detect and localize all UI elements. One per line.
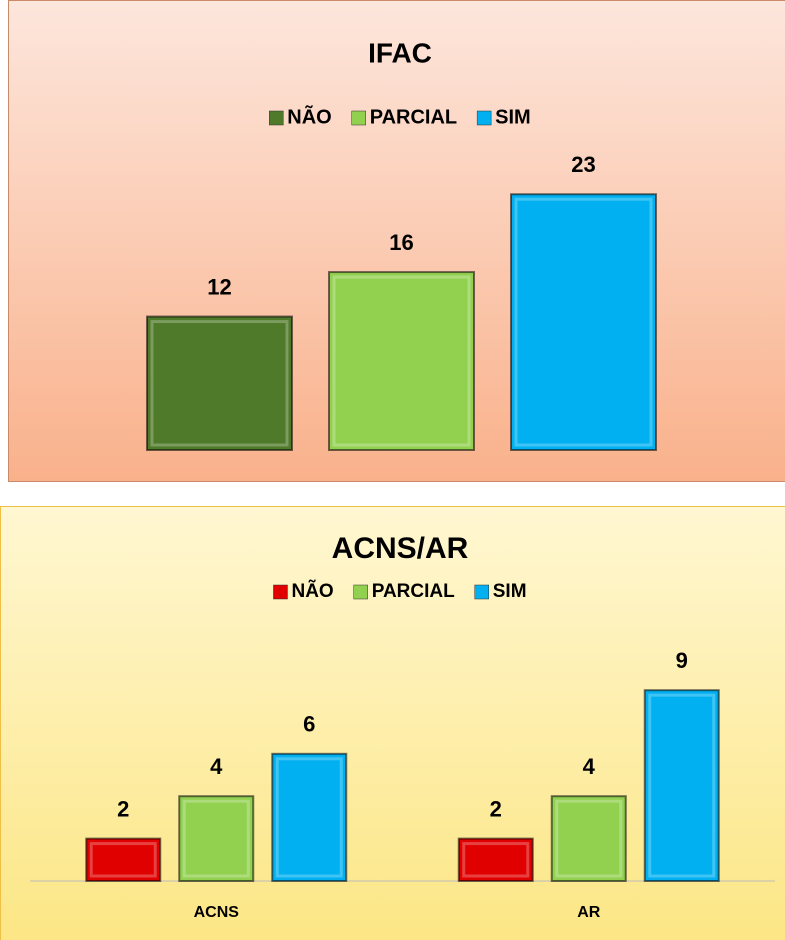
- bar: [85, 837, 162, 882]
- legend-label: PARCIAL: [370, 106, 457, 128]
- legend-swatch: [269, 110, 284, 126]
- bar: [643, 689, 720, 883]
- chart-title: IFAC: [368, 37, 432, 68]
- legend-swatch: [474, 584, 489, 600]
- bar-bevel: [89, 842, 157, 878]
- bar-bevel: [555, 799, 623, 878]
- data-label: 4: [210, 754, 223, 779]
- bar: [550, 795, 627, 883]
- data-label: 23: [571, 152, 595, 177]
- bar-bevel: [462, 842, 530, 878]
- legend-label: PARCIAL: [372, 581, 455, 602]
- legend-label: NÃO: [291, 580, 333, 602]
- legend-swatch: [353, 584, 368, 600]
- bar-bevel: [332, 275, 471, 447]
- bar: [510, 193, 657, 451]
- bar-bevel: [150, 320, 289, 447]
- data-label: 6: [303, 712, 315, 737]
- data-label: 2: [117, 796, 129, 821]
- legend-swatch: [476, 110, 492, 126]
- bar-bevel: [275, 757, 343, 878]
- bar-bevel: [182, 799, 250, 878]
- legend-label: SIM: [493, 581, 527, 602]
- x-tick-label: ACNS: [194, 904, 240, 921]
- data-label: 9: [676, 648, 688, 673]
- bar: [457, 837, 534, 882]
- bar: [328, 271, 475, 451]
- legend-label: SIM: [495, 106, 531, 128]
- legend-swatch: [351, 110, 366, 126]
- data-label: 2: [490, 796, 502, 821]
- chart-title: ACNS/AR: [332, 532, 469, 565]
- data-label: 4: [583, 754, 596, 779]
- bar: [271, 752, 348, 882]
- bar: [146, 315, 293, 451]
- legend-label: NÃO: [287, 105, 331, 128]
- data-label: 12: [207, 274, 231, 299]
- x-tick-label: AR: [577, 904, 601, 921]
- bar-bevel: [514, 197, 653, 447]
- bar: [178, 795, 255, 883]
- legend-swatch: [273, 584, 288, 600]
- bar-bevel: [648, 693, 716, 878]
- data-label: 16: [389, 230, 413, 255]
